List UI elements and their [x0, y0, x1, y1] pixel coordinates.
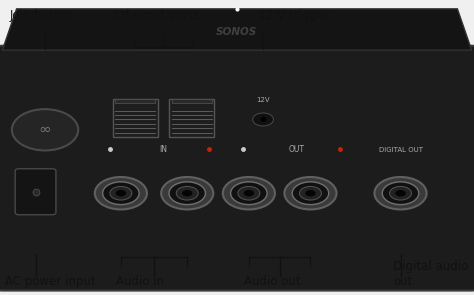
- Circle shape: [253, 113, 273, 126]
- Circle shape: [231, 182, 267, 205]
- Text: 12V: 12V: [256, 97, 270, 103]
- Text: OUT: OUT: [288, 145, 304, 154]
- Bar: [112, 99, 157, 137]
- Text: Ethernet ports: Ethernet ports: [114, 9, 199, 22]
- Circle shape: [395, 190, 406, 196]
- Circle shape: [305, 190, 316, 196]
- Text: DIGITAL OUT: DIGITAL OUT: [379, 147, 422, 153]
- Circle shape: [116, 190, 126, 196]
- FancyBboxPatch shape: [0, 46, 474, 291]
- Circle shape: [169, 182, 206, 205]
- Text: Audio in: Audio in: [116, 275, 164, 288]
- Circle shape: [238, 186, 260, 200]
- Circle shape: [284, 177, 337, 209]
- FancyBboxPatch shape: [15, 169, 56, 215]
- Text: SONOS: SONOS: [216, 27, 258, 37]
- Text: Digital audio
out: Digital audio out: [393, 260, 469, 288]
- Circle shape: [374, 177, 427, 209]
- Text: Join button: Join button: [9, 9, 74, 22]
- Circle shape: [182, 190, 192, 196]
- Circle shape: [382, 182, 419, 205]
- Circle shape: [223, 177, 275, 209]
- Bar: [170, 99, 214, 137]
- Circle shape: [300, 186, 321, 200]
- Circle shape: [292, 182, 329, 205]
- Circle shape: [161, 177, 213, 209]
- Circle shape: [390, 186, 411, 200]
- Polygon shape: [2, 9, 472, 50]
- Circle shape: [95, 177, 147, 209]
- Text: AC power input: AC power input: [5, 275, 95, 288]
- Circle shape: [102, 182, 139, 205]
- Circle shape: [12, 109, 78, 150]
- Text: ∞: ∞: [39, 122, 51, 137]
- Text: IN: IN: [160, 145, 167, 154]
- Text: Audio out: Audio out: [244, 275, 301, 288]
- Circle shape: [244, 190, 254, 196]
- Circle shape: [110, 186, 132, 200]
- FancyBboxPatch shape: [115, 99, 155, 103]
- Circle shape: [176, 186, 198, 200]
- FancyBboxPatch shape: [172, 99, 212, 103]
- Text: 12 V trigger: 12 V trigger: [258, 9, 329, 22]
